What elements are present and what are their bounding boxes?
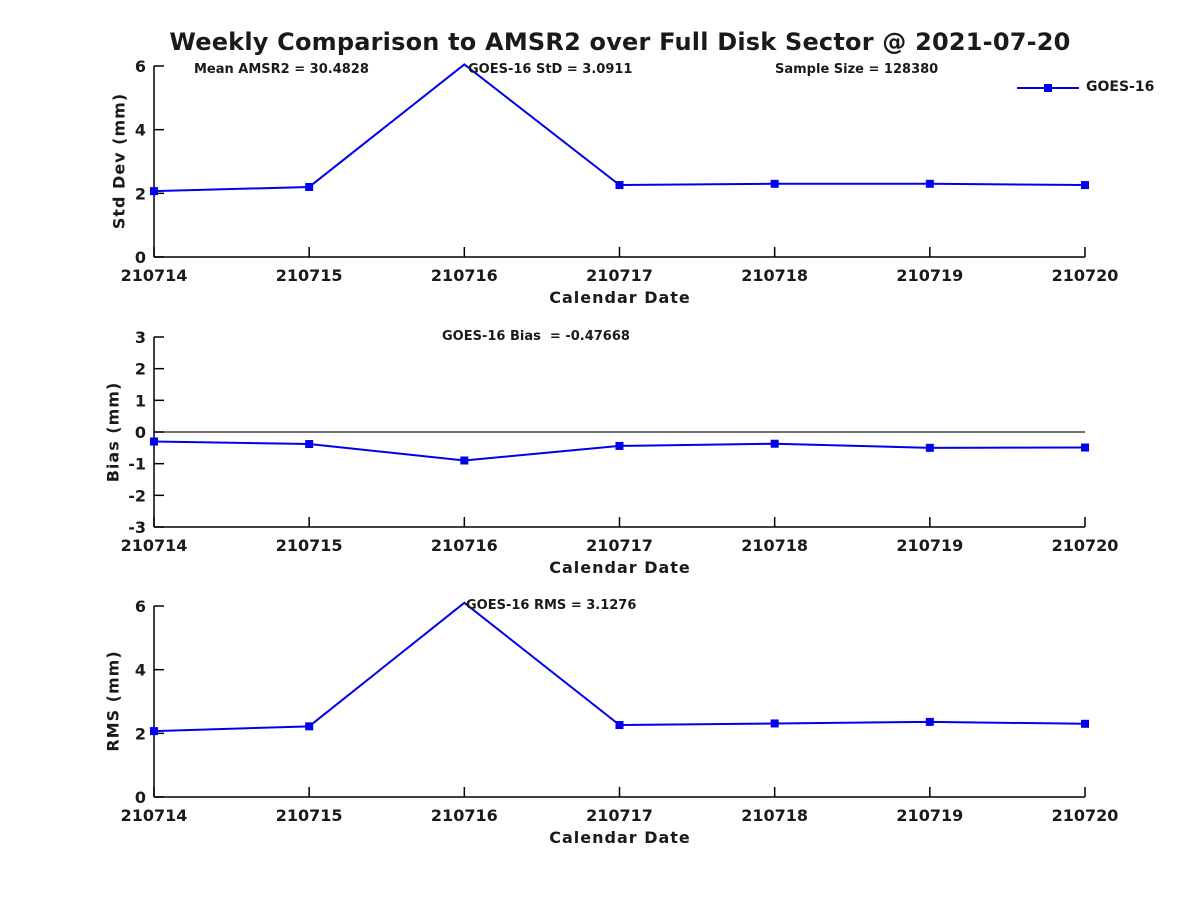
x-tick-label: 210715 bbox=[276, 266, 343, 285]
x-tick-label: 210720 bbox=[1052, 536, 1119, 555]
x-tick-label: 210715 bbox=[276, 806, 343, 825]
x-axis-label-stddev: Calendar Date bbox=[549, 288, 691, 307]
data-point-bias bbox=[770, 439, 779, 448]
data-line-std-dev bbox=[153, 63, 1086, 193]
data-point-bias bbox=[615, 441, 624, 450]
data-point-bias bbox=[150, 437, 158, 446]
x-tick-label: 210718 bbox=[741, 536, 808, 555]
y-tick-label: 6 bbox=[135, 57, 146, 76]
x-tick-label: 210719 bbox=[896, 806, 963, 825]
x-tick-label: 210714 bbox=[121, 266, 188, 285]
legend-label-goes16: GOES-16 bbox=[1086, 79, 1155, 95]
y-axis-label-bias: Bias (mm) bbox=[103, 381, 123, 483]
x-tick-label: 210720 bbox=[1052, 266, 1119, 285]
x-axis-label-rms: Calendar Date bbox=[549, 828, 691, 847]
x-tick-label: 210716 bbox=[431, 536, 498, 555]
x-tick-label: 210717 bbox=[586, 266, 653, 285]
plot-rms: 0 2 4 6 210714 210715 210716 210717 210718 210719… bbox=[121, 597, 1119, 825]
annotation-goes16-rms: GOES-16 RMS = 3.1276 bbox=[466, 598, 637, 613]
data-point-bias bbox=[460, 456, 469, 465]
y-tick-label: 2 bbox=[135, 360, 146, 379]
y-axis-label-stddev: Std Dev (mm) bbox=[109, 92, 129, 230]
x-tick-label: 210719 bbox=[896, 266, 963, 285]
y-tick-label: 4 bbox=[135, 121, 146, 140]
data-point-std-dev bbox=[770, 179, 779, 188]
chart-title: Weekly Comparison to AMSR2 over Full Dis… bbox=[169, 28, 1071, 56]
data-point-std-dev bbox=[925, 179, 934, 188]
data-point-bias bbox=[305, 440, 314, 449]
y-axis-label-rms: RMS (mm) bbox=[103, 650, 123, 752]
x-tick-label: 210717 bbox=[586, 806, 653, 825]
data-point-rms bbox=[150, 727, 158, 736]
data-point-std-dev bbox=[615, 181, 624, 190]
data-point-bias bbox=[1081, 443, 1089, 452]
x-axis-label-bias: Calendar Date bbox=[549, 558, 691, 577]
annotation-sample-size: Sample Size = 128380 bbox=[775, 62, 939, 77]
data-point-std-dev bbox=[150, 187, 158, 196]
y-tick-label: 2 bbox=[135, 724, 146, 743]
data-point-std-dev bbox=[1081, 181, 1089, 190]
data-line-rms bbox=[153, 601, 1086, 733]
annotation-mean-amsr2: Mean AMSR2 = 30.4828 bbox=[194, 62, 369, 77]
data-point-rms bbox=[615, 721, 624, 730]
x-tick-label: 210717 bbox=[586, 536, 653, 555]
x-tick-label: 210714 bbox=[121, 536, 188, 555]
x-tick-label: 210720 bbox=[1052, 806, 1119, 825]
data-point-rms bbox=[1081, 719, 1089, 728]
x-tick-label: 210716 bbox=[431, 806, 498, 825]
x-tick-label: 210719 bbox=[896, 536, 963, 555]
y-tick-label: 0 bbox=[135, 248, 146, 267]
y-tick-label: -1 bbox=[128, 455, 146, 474]
y-tick-label: 4 bbox=[135, 661, 146, 680]
plot-std-dev: 0 2 4 6 210714 210715 210716 210717 210718 210719… bbox=[121, 57, 1119, 285]
y-tick-label: -2 bbox=[128, 486, 146, 505]
x-tick-label: 210716 bbox=[431, 266, 498, 285]
annotation-goes16-std: GOES-16 StD = 3.0911 bbox=[468, 62, 633, 77]
data-point-rms bbox=[305, 722, 314, 731]
data-point-bias bbox=[925, 443, 934, 452]
y-tick-label: -3 bbox=[128, 518, 146, 537]
x-tick-label: 210715 bbox=[276, 536, 343, 555]
plot-bias: -3 -2 -1 0 1 2 3 210714 210715 210716 210717 210718… bbox=[121, 328, 1119, 555]
data-point-rms bbox=[770, 719, 779, 728]
y-tick-label: 1 bbox=[135, 391, 146, 410]
y-tick-label: 0 bbox=[135, 788, 146, 807]
legend-marker-icon bbox=[1044, 84, 1052, 92]
y-tick-label: 0 bbox=[135, 423, 146, 442]
x-tick-label: 210718 bbox=[741, 806, 808, 825]
y-tick-label: 3 bbox=[135, 328, 146, 347]
data-point-rms bbox=[925, 717, 934, 726]
y-tick-label: 6 bbox=[135, 597, 146, 616]
y-tick-label: 2 bbox=[135, 184, 146, 203]
data-point-std-dev bbox=[305, 182, 314, 191]
x-tick-label: 210714 bbox=[121, 806, 188, 825]
annotation-goes16-bias: GOES-16 Bias = -0.47668 bbox=[442, 329, 630, 344]
x-tick-label: 210718 bbox=[741, 266, 808, 285]
